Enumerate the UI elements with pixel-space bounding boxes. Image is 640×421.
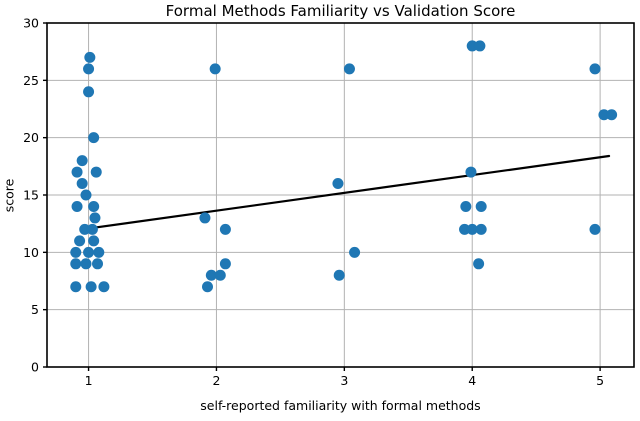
data-point bbox=[466, 223, 478, 235]
data-point bbox=[83, 86, 95, 98]
data-point bbox=[606, 109, 618, 121]
data-point bbox=[70, 281, 82, 293]
data-point bbox=[332, 178, 344, 190]
data-point bbox=[79, 223, 91, 235]
data-point bbox=[465, 166, 477, 178]
y-axis-label: score bbox=[1, 178, 17, 213]
data-point bbox=[219, 258, 231, 270]
data-point bbox=[343, 63, 355, 75]
x-axis-label: self-reported familiarity with formal me… bbox=[200, 398, 481, 413]
data-point bbox=[76, 155, 88, 167]
data-point bbox=[93, 246, 105, 258]
data-point bbox=[71, 166, 83, 178]
x-tick-label: 5 bbox=[596, 373, 604, 388]
y-tick-label: 0 bbox=[31, 360, 39, 375]
data-point bbox=[88, 200, 100, 212]
data-point bbox=[333, 269, 345, 281]
data-point bbox=[90, 166, 102, 178]
data-point bbox=[89, 212, 101, 224]
data-point bbox=[70, 246, 82, 258]
data-point bbox=[83, 63, 95, 75]
data-point bbox=[86, 223, 98, 235]
data-point bbox=[92, 258, 104, 270]
y-tick-label: 20 bbox=[23, 130, 39, 145]
trend-line bbox=[84, 154, 611, 230]
data-point bbox=[205, 269, 217, 281]
x-tick-label: 2 bbox=[212, 373, 220, 388]
data-point bbox=[201, 281, 213, 293]
data-point bbox=[74, 235, 86, 247]
data-point bbox=[199, 212, 211, 224]
data-point bbox=[460, 200, 472, 212]
data-point bbox=[589, 223, 601, 235]
data-point bbox=[76, 178, 88, 190]
data-point bbox=[589, 63, 601, 75]
data-point bbox=[459, 223, 471, 235]
y-tick-label: 25 bbox=[23, 73, 39, 88]
y-tick-label: 30 bbox=[23, 16, 39, 31]
data-point bbox=[98, 281, 110, 293]
y-tick-label: 15 bbox=[23, 188, 39, 203]
data-point bbox=[84, 51, 96, 63]
data-point bbox=[88, 235, 100, 247]
data-point bbox=[85, 281, 97, 293]
data-point bbox=[598, 109, 610, 121]
x-tick-label: 4 bbox=[468, 373, 476, 388]
data-point bbox=[474, 40, 486, 52]
x-tick-label: 1 bbox=[85, 373, 93, 388]
data-point bbox=[88, 132, 100, 144]
data-point bbox=[83, 246, 95, 258]
data-point bbox=[80, 258, 92, 270]
chart-title: Formal Methods Familiarity vs Validation… bbox=[165, 2, 516, 20]
data-point bbox=[80, 189, 92, 201]
data-point bbox=[475, 223, 487, 235]
data-point bbox=[209, 63, 221, 75]
y-tick-label: 10 bbox=[23, 245, 39, 260]
data-point bbox=[473, 258, 485, 270]
data-point bbox=[219, 223, 231, 235]
y-tick-label: 5 bbox=[31, 302, 39, 317]
data-point bbox=[349, 246, 361, 258]
data-point bbox=[71, 200, 83, 212]
x-tick-label: 3 bbox=[340, 373, 348, 388]
data-point bbox=[475, 200, 487, 212]
data-point bbox=[70, 258, 82, 270]
data-point bbox=[214, 269, 226, 281]
data-point bbox=[466, 40, 478, 52]
